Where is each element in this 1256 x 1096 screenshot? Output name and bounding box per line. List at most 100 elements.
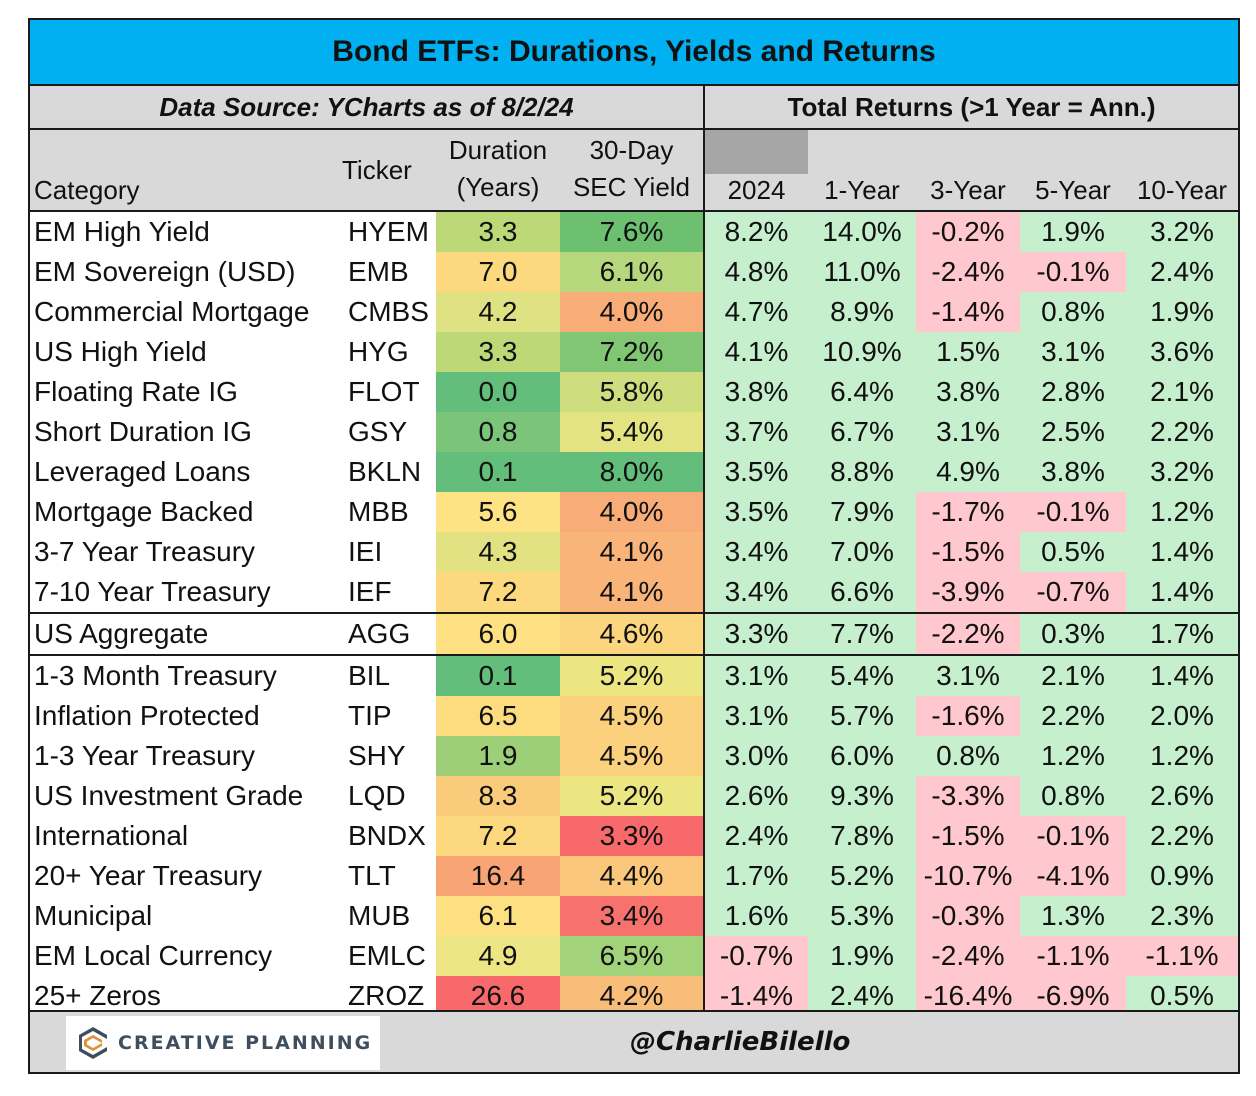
return-5-year-cell: 2.5% [1020,412,1126,452]
return-2024-cell: 3.1% [704,654,808,696]
return-5-year-cell: 2.1% [1020,654,1126,696]
return-3-year-cell: 3.1% [916,654,1020,696]
creative-planning-logo-icon [79,1027,107,1059]
return-3-year-cell: -2.2% [916,612,1020,655]
footer: CREATIVE PLANNING @CharlieBilello [30,1010,1238,1072]
brand-name: CREATIVE PLANNING [118,1032,373,1054]
return-3-year-cell: 4.9% [916,452,1020,492]
return-1-year-cell: 7.8% [808,816,916,856]
author-handle: @CharlieBilello [630,1027,851,1057]
return-2024-cell: 1.6% [704,896,808,936]
return-2024-cell: 3.5% [704,452,808,492]
table-row: Leveraged Loans BKLN 0.1 8.0% 3.5% 8.8% 4.9% 3.… [30,452,1239,492]
yield-cell: 4.1% [560,532,705,572]
col-header-2024: 2024 [727,175,786,205]
ticker-cell: IEF [336,572,436,613]
table-row: Commercial Mortgage CMBS 4.2 4.0% 4.7% 8.9% -1… [30,292,1239,332]
return-10-year-cell: 2.0% [1126,696,1239,736]
yield-cell: 8.0% [560,452,705,492]
brand-logo: CREATIVE PLANNING [66,1016,380,1070]
ticker-cell: HYG [336,332,436,372]
col-header-3-year: 3-Year [916,129,1020,212]
return-1-year-cell: 7.0% [808,532,916,572]
return-5-year-cell: 0.8% [1020,292,1126,332]
table-row: 1-3 Month Treasury BIL 0.1 5.2% 3.1% 5.4% 3.1%… [30,654,1239,696]
yield-cell: 4.2% [560,976,705,1016]
table-body: EM High Yield HYEM 3.3 7.6% 8.2% 14.0% -0.2% 1.… [30,211,1239,1016]
yield-cell: 7.6% [560,211,705,252]
yield-cell: 4.5% [560,736,705,776]
ticker-cell: AGG [336,612,436,655]
return-5-year-cell: -0.1% [1020,252,1126,292]
return-2024-cell: 3.0% [704,736,808,776]
yield-cell: 5.2% [560,776,705,816]
return-1-year-cell: 10.9% [808,332,916,372]
yield-cell: 4.6% [560,612,705,655]
category-cell: Commercial Mortgage [30,292,336,332]
return-3-year-cell: -1.7% [916,492,1020,532]
return-3-year-cell: -0.3% [916,896,1020,936]
category-cell: 20+ Year Treasury [30,856,336,896]
yield-cell: 3.4% [560,896,705,936]
bond-etf-table: Data Source: YCharts as of 8/2/24 Total … [30,86,1239,1016]
return-10-year-cell: 1.7% [1126,612,1239,655]
duration-cell: 4.9 [436,936,560,976]
return-3-year-cell: -3.3% [916,776,1020,816]
duration-header-line2: (Years) [456,172,540,202]
return-3-year-cell: -10.7% [916,856,1020,896]
yield-cell: 4.0% [560,292,705,332]
category-cell: EM Local Currency [30,936,336,976]
return-1-year-cell: 6.6% [808,572,916,613]
return-5-year-cell: 0.8% [1020,776,1126,816]
col-header-duration: Duration (Years) [436,129,560,212]
header-row-top: Data Source: YCharts as of 8/2/24 Total … [30,86,1239,130]
return-1-year-cell: 14.0% [808,211,916,252]
ticker-cell: IEI [336,532,436,572]
duration-cell: 3.3 [436,332,560,372]
return-3-year-cell: 1.5% [916,332,1020,372]
duration-cell: 0.1 [436,654,560,696]
category-cell: Municipal [30,896,336,936]
return-1-year-cell: 2.4% [808,976,916,1016]
return-1-year-cell: 1.9% [808,936,916,976]
ticker-cell: EMB [336,252,436,292]
header-row-columns: Category Ticker Duration (Years) 30-Day SE… [30,129,1239,212]
ticker-cell: SHY [336,736,436,776]
return-2024-cell: 3.7% [704,412,808,452]
return-5-year-cell: -6.9% [1020,976,1126,1016]
category-cell: 7-10 Year Treasury [30,572,336,613]
duration-header-line1: Duration [448,135,548,165]
ticker-cell: BNDX [336,816,436,856]
return-5-year-cell: -1.1% [1020,936,1126,976]
return-5-year-cell: 2.2% [1020,696,1126,736]
return-10-year-cell: 2.2% [1126,816,1239,856]
yield-cell: 5.2% [560,654,705,696]
yield-cell: 4.4% [560,856,705,896]
ticker-cell: ZROZ [336,976,436,1016]
table-row: EM High Yield HYEM 3.3 7.6% 8.2% 14.0% -0.2% 1.… [30,211,1239,252]
table-row: Inflation Protected TIP 6.5 4.5% 3.1% 5.7% -1.… [30,696,1239,736]
return-10-year-cell: 1.2% [1126,736,1239,776]
table-row: EM Sovereign (USD) EMB 7.0 6.1% 4.8% 11.0% -2.… [30,252,1239,292]
duration-cell: 3.3 [436,211,560,252]
table-row: US High Yield HYG 3.3 7.2% 4.1% 10.9% 1.5% 3.1%… [30,332,1239,372]
return-5-year-cell: -0.7% [1020,572,1126,613]
category-cell: 3-7 Year Treasury [30,532,336,572]
return-1-year-cell: 9.3% [808,776,916,816]
yield-cell: 5.8% [560,372,705,412]
yield-cell: 7.2% [560,332,705,372]
table-row: 3-7 Year Treasury IEI 4.3 4.1% 3.4% 7.0% -1.5%… [30,532,1239,572]
table-row: Short Duration IG GSY 0.8 5.4% 3.7% 6.7% 3.1% 2… [30,412,1239,452]
return-10-year-cell: 0.9% [1126,856,1239,896]
return-5-year-cell: 0.5% [1020,532,1126,572]
category-cell: Short Duration IG [30,412,336,452]
yield-cell: 4.0% [560,492,705,532]
yield-header-line1: 30-Day [589,135,674,165]
return-2024-cell: 3.5% [704,492,808,532]
return-5-year-cell: -0.1% [1020,492,1126,532]
return-2024-cell: -1.4% [704,976,808,1016]
return-1-year-cell: 5.2% [808,856,916,896]
col-header-yield: 30-Day SEC Yield [560,129,705,212]
return-2024-cell: 8.2% [704,211,808,252]
return-1-year-cell: 8.8% [808,452,916,492]
